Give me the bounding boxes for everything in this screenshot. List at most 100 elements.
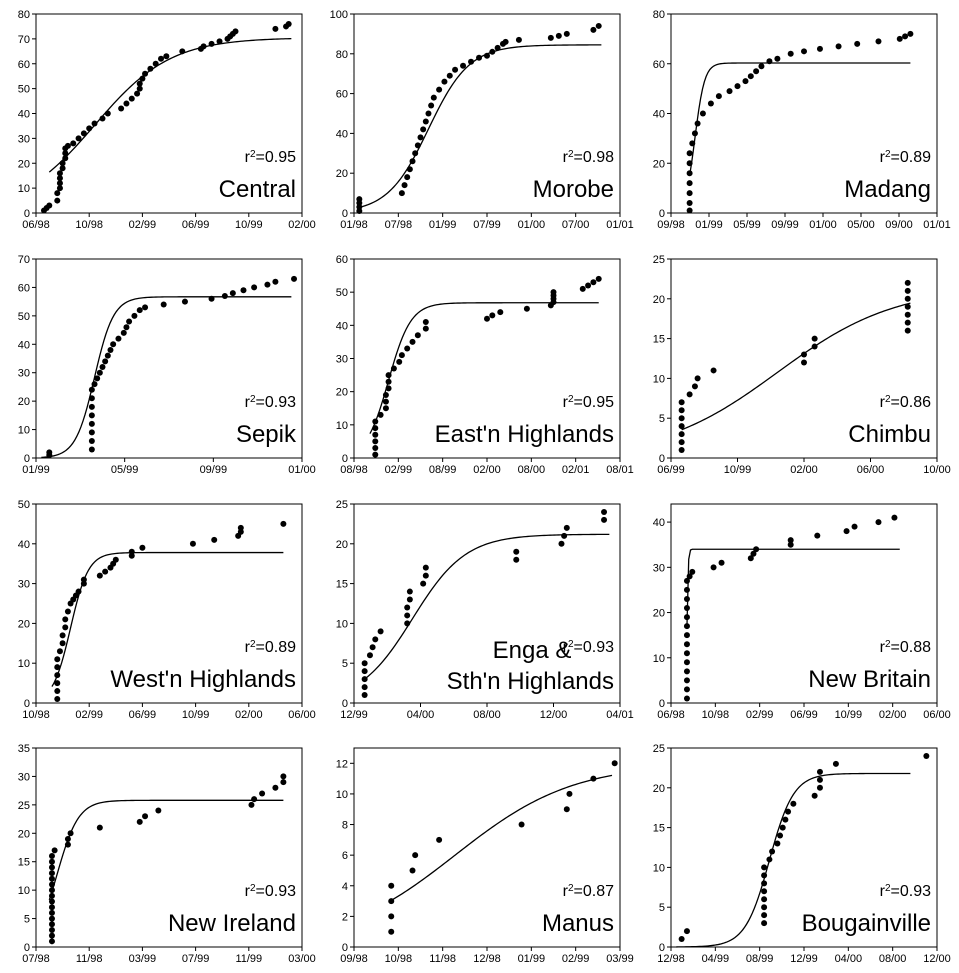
- data-point: [388, 898, 395, 905]
- r-squared-label: r2=0.93: [563, 639, 614, 657]
- data-point: [59, 160, 66, 167]
- data-point: [761, 864, 768, 871]
- data-point: [689, 140, 696, 147]
- y-tick-label: 40: [653, 109, 665, 121]
- data-point: [64, 142, 71, 149]
- data-point: [683, 605, 690, 612]
- data-point: [891, 514, 898, 521]
- y-tick-label: 80: [653, 9, 665, 21]
- data-point: [142, 70, 149, 77]
- data-point: [382, 398, 389, 405]
- r-squared-label: r2=0.88: [880, 639, 931, 657]
- data-point: [70, 140, 77, 147]
- fitted-curve: [681, 302, 911, 431]
- x-tick-label: 10/98: [75, 219, 103, 231]
- data-point: [801, 351, 807, 358]
- data-point: [446, 72, 453, 79]
- x-tick-label: 08/99: [429, 464, 457, 476]
- x-tick-label: 10/99: [182, 709, 210, 721]
- data-point: [88, 429, 95, 436]
- data-point: [59, 640, 66, 647]
- x-tick-label: 01/00: [518, 219, 546, 231]
- panel-new-ireland: 0 5 10 15 20 25 30 35 07/98 11/98 03/99 07/99 11/99 0…: [18, 743, 316, 965]
- data-point: [601, 508, 608, 515]
- data-point: [80, 576, 87, 583]
- data-point: [726, 88, 733, 95]
- data-point: [48, 926, 55, 933]
- data-point: [88, 395, 95, 402]
- y-tick-label: 2: [342, 911, 348, 923]
- data-point: [422, 572, 429, 579]
- x-tick-label: 11/98: [429, 953, 456, 965]
- data-point: [48, 921, 55, 928]
- data-point: [715, 93, 722, 100]
- fitted-curve: [41, 296, 292, 459]
- x-tick-label: 11/99: [235, 953, 262, 965]
- data-point: [142, 813, 149, 820]
- data-point: [436, 86, 443, 93]
- x-tick-label: 02/99: [129, 219, 157, 231]
- y-tick-label: 50: [336, 287, 348, 299]
- x-tick-label: 12/99: [340, 709, 368, 721]
- r-squared-label: r2=0.93: [245, 883, 296, 901]
- r-squared-label: r2=0.87: [563, 883, 614, 901]
- data-point: [694, 375, 701, 382]
- y-tick-label: 30: [18, 368, 30, 380]
- data-point: [579, 285, 586, 292]
- data-point: [48, 870, 55, 877]
- x-tick-label: 01/99: [695, 219, 723, 231]
- data-point: [790, 800, 797, 807]
- x-tick-label: 10/98: [385, 953, 413, 965]
- data-point: [484, 52, 490, 59]
- data-point: [372, 451, 379, 458]
- data-point: [64, 841, 71, 848]
- data-point: [280, 773, 287, 780]
- y-tick-label: 0: [659, 942, 665, 954]
- x-tick-label: 03/00: [288, 953, 316, 965]
- data-point: [816, 784, 823, 791]
- x-tick-label: 06/00: [857, 464, 885, 476]
- y-tick-label: 60: [336, 254, 348, 266]
- data-point: [48, 881, 55, 888]
- y-tick-label: 50: [18, 499, 30, 511]
- x-tick-label: 01/00: [288, 464, 316, 476]
- data-point: [563, 806, 570, 813]
- x-tick-label: 04/99: [702, 953, 730, 965]
- region-label: Sth'n Highlands: [447, 668, 614, 695]
- data-point: [56, 175, 63, 182]
- data-point: [686, 170, 693, 177]
- data-point: [64, 608, 71, 615]
- y-tick-label: 60: [18, 59, 30, 71]
- data-point: [372, 431, 379, 438]
- y-tick-label: 20: [18, 396, 30, 408]
- data-point: [563, 524, 570, 531]
- data-point: [686, 207, 693, 214]
- data-point: [904, 295, 911, 302]
- data-point: [232, 28, 239, 35]
- data-point: [761, 896, 768, 903]
- data-point: [361, 684, 368, 691]
- x-tick-label: 10/98: [702, 709, 730, 721]
- data-point: [494, 44, 501, 51]
- x-tick-label: 10/99: [235, 219, 263, 231]
- region-label: Sepik: [236, 421, 297, 448]
- x-tick-label: 10/99: [724, 464, 752, 476]
- x-tick-label: 07/99: [473, 219, 501, 231]
- y-tick-label: 5: [659, 413, 665, 425]
- data-point: [468, 58, 475, 65]
- data-point: [237, 524, 244, 531]
- x-tick-label: 02/99: [75, 709, 103, 721]
- data-point: [56, 648, 63, 655]
- data-point: [489, 312, 496, 319]
- x-tick-label: 06/99: [129, 709, 157, 721]
- data-point: [409, 867, 416, 874]
- data-point: [406, 166, 413, 173]
- data-point: [590, 279, 597, 286]
- y-tick-label: 0: [24, 453, 30, 465]
- data-point: [750, 550, 757, 557]
- data-point: [414, 332, 421, 339]
- data-point: [782, 816, 789, 823]
- y-tick-label: 10: [336, 789, 348, 801]
- x-tick-label: 02/00: [288, 219, 316, 231]
- data-point: [686, 200, 693, 207]
